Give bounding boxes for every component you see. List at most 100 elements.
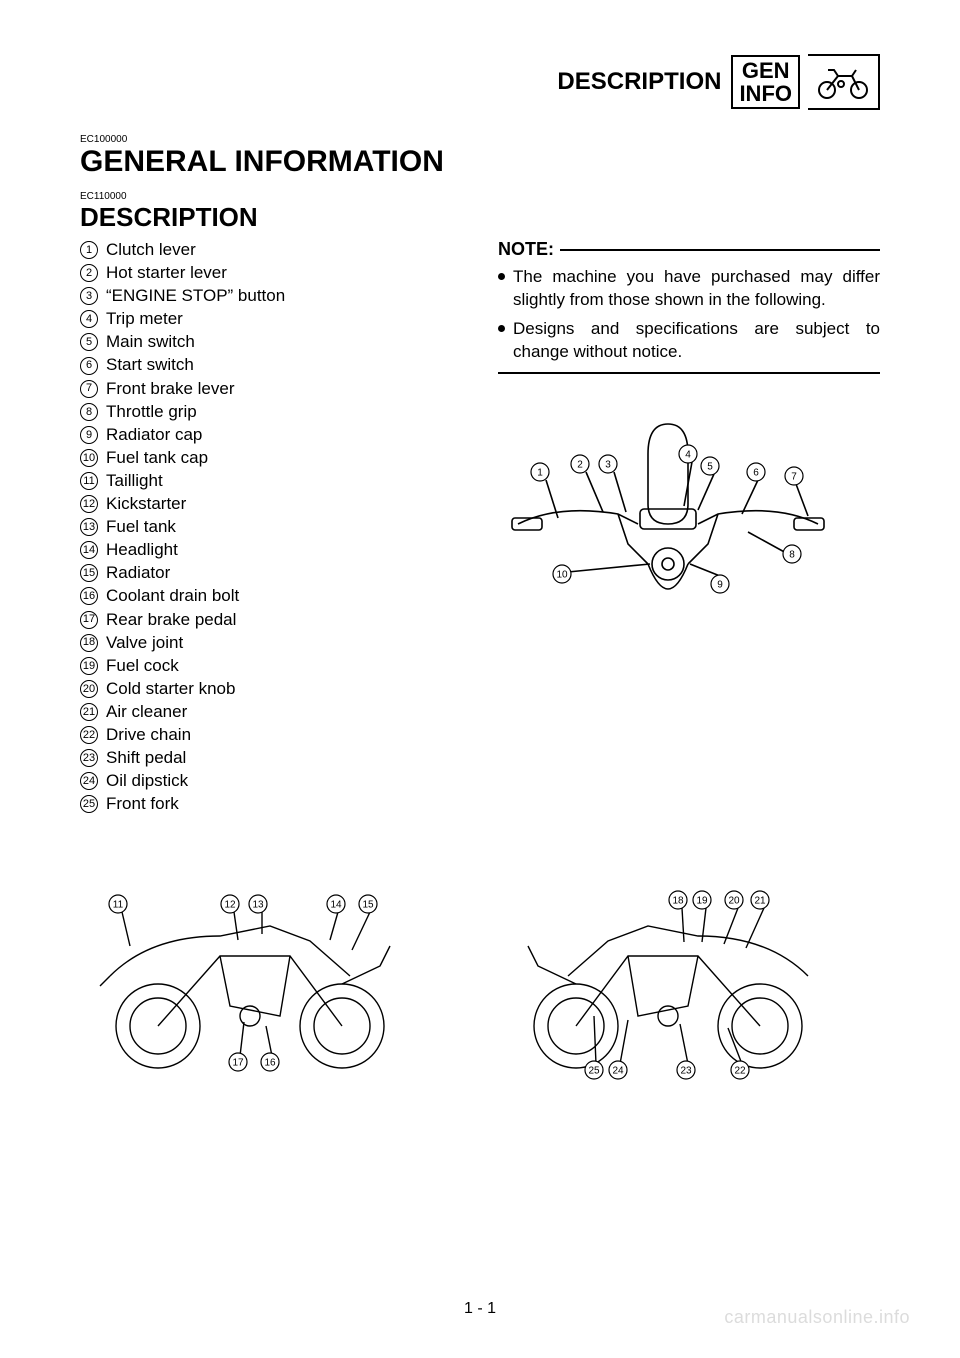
part-number-icon: 9 xyxy=(80,426,98,444)
part-label: Trip meter xyxy=(106,308,183,330)
part-number-icon: 8 xyxy=(80,403,98,421)
parts-list-item: 6 Start switch xyxy=(80,354,462,376)
part-number-icon: 23 xyxy=(80,749,98,767)
svg-text:21: 21 xyxy=(754,896,766,907)
part-label: Start switch xyxy=(106,354,194,376)
parts-list-item: 12 Kickstarter xyxy=(80,493,462,515)
part-label: Valve joint xyxy=(106,632,183,654)
parts-list-item: 3 “ENGINE STOP” button xyxy=(80,285,462,307)
header-description: DESCRIPTION xyxy=(557,68,721,96)
part-number-icon: 17 xyxy=(80,611,98,629)
parts-list-item: 22 Drive chain xyxy=(80,724,462,746)
watermark: carmanualsonline.info xyxy=(724,1307,910,1328)
parts-list-item: 24Oil dipstick xyxy=(80,770,462,792)
lower-diagrams: 11121314151617 xyxy=(80,886,880,1091)
part-number-icon: 24 xyxy=(80,772,98,790)
svg-text:8: 8 xyxy=(789,549,795,560)
svg-text:10: 10 xyxy=(556,569,568,580)
parts-list-item: 13Fuel tank xyxy=(80,516,462,538)
parts-list-item: 25Front fork xyxy=(80,793,462,815)
svg-text:12: 12 xyxy=(224,900,236,911)
part-number-icon: 22 xyxy=(80,726,98,744)
section2-title: DESCRIPTION xyxy=(80,202,880,233)
note-rule xyxy=(560,249,880,251)
svg-text:20: 20 xyxy=(728,896,740,907)
parts-list-item: 2Hot starter lever xyxy=(80,262,462,284)
svg-text:9: 9 xyxy=(717,579,723,590)
parts-list-item: 10 Fuel tank cap xyxy=(80,447,462,469)
part-number-icon: 11 xyxy=(80,472,98,490)
svg-text:5: 5 xyxy=(707,461,713,472)
parts-list-item: 16Coolant drain bolt xyxy=(80,585,462,607)
part-number-icon: 10 xyxy=(80,449,98,467)
part-number-icon: 3 xyxy=(80,287,98,305)
part-label: Air cleaner xyxy=(106,701,187,723)
parts-list-item: 14Headlight xyxy=(80,539,462,561)
svg-text:4: 4 xyxy=(685,449,691,460)
parts-list-item: 4 Trip meter xyxy=(80,308,462,330)
note-text: Designs and specifications are subject t… xyxy=(513,318,880,364)
section2-code: EC110000 xyxy=(80,191,880,202)
svg-text:19: 19 xyxy=(696,896,708,907)
parts-list-item: 7 Front brake lever xyxy=(80,378,462,400)
part-number-icon: 5 xyxy=(80,333,98,351)
gen-info-tab: GEN INFO xyxy=(731,55,800,109)
note-item: Designs and specifications are subject t… xyxy=(498,318,880,364)
part-label: Front fork xyxy=(106,793,179,815)
svg-text:14: 14 xyxy=(330,900,342,911)
part-number-icon: 1 xyxy=(80,241,98,259)
svg-text:16: 16 xyxy=(264,1058,276,1069)
part-number-icon: 18 xyxy=(80,634,98,652)
motorcycle-icon xyxy=(808,54,880,110)
part-label: Coolant drain bolt xyxy=(106,585,239,607)
part-label: Radiator cap xyxy=(106,424,202,446)
part-number-icon: 6 xyxy=(80,357,98,375)
svg-text:1: 1 xyxy=(537,467,543,478)
part-label: Cold starter knob xyxy=(106,678,235,700)
info-text: INFO xyxy=(739,82,792,105)
part-number-icon: 14 xyxy=(80,541,98,559)
svg-text:11: 11 xyxy=(113,900,124,911)
bullet-icon xyxy=(498,273,505,280)
note-text: The machine you have purchased may diffe… xyxy=(513,266,880,312)
parts-list-item: 11 Taillight xyxy=(80,470,462,492)
part-number-icon: 7 xyxy=(80,380,98,398)
part-label: Fuel tank cap xyxy=(106,447,208,469)
section1-code: EC100000 xyxy=(80,134,880,145)
note-item: The machine you have purchased may diffe… xyxy=(498,266,880,312)
parts-list-item: 19Fuel cock xyxy=(80,655,462,677)
parts-list-item: 17 Rear brake pedal xyxy=(80,609,462,631)
svg-text:7: 7 xyxy=(791,471,797,482)
parts-list-item: 5 Main switch xyxy=(80,331,462,353)
parts-list-item: 1Clutch lever xyxy=(80,239,462,261)
parts-list-item: 21 Air cleaner xyxy=(80,701,462,723)
svg-text:23: 23 xyxy=(680,1066,692,1077)
part-number-icon: 2 xyxy=(80,264,98,282)
svg-text:25: 25 xyxy=(588,1066,600,1077)
part-number-icon: 4 xyxy=(80,310,98,328)
part-number-icon: 12 xyxy=(80,495,98,513)
part-label: Main switch xyxy=(106,331,195,353)
svg-text:18: 18 xyxy=(672,896,684,907)
note-heading: NOTE: xyxy=(498,239,554,260)
note-list: The machine you have purchased may diffe… xyxy=(498,266,880,364)
svg-text:2: 2 xyxy=(577,459,583,470)
part-label: Kickstarter xyxy=(106,493,186,515)
section1-title: GENERAL INFORMATION xyxy=(80,145,880,179)
part-number-icon: 15 xyxy=(80,564,98,582)
parts-list-item: 15Radiator xyxy=(80,562,462,584)
parts-list-item: 23 Shift pedal xyxy=(80,747,462,769)
part-label: Shift pedal xyxy=(106,747,186,769)
part-label: “ENGINE STOP” button xyxy=(106,285,285,307)
part-label: Drive chain xyxy=(106,724,191,746)
parts-list-item: 20 Cold starter knob xyxy=(80,678,462,700)
part-label: Front brake lever xyxy=(106,378,235,400)
svg-text:13: 13 xyxy=(252,900,264,911)
part-label: Taillight xyxy=(106,470,163,492)
svg-text:6: 6 xyxy=(753,467,759,478)
part-number-icon: 13 xyxy=(80,518,98,536)
handlebar-diagram: 12345678910 xyxy=(498,414,880,624)
part-label: Rear brake pedal xyxy=(106,609,236,631)
part-number-icon: 21 xyxy=(80,703,98,721)
part-number-icon: 20 xyxy=(80,680,98,698)
